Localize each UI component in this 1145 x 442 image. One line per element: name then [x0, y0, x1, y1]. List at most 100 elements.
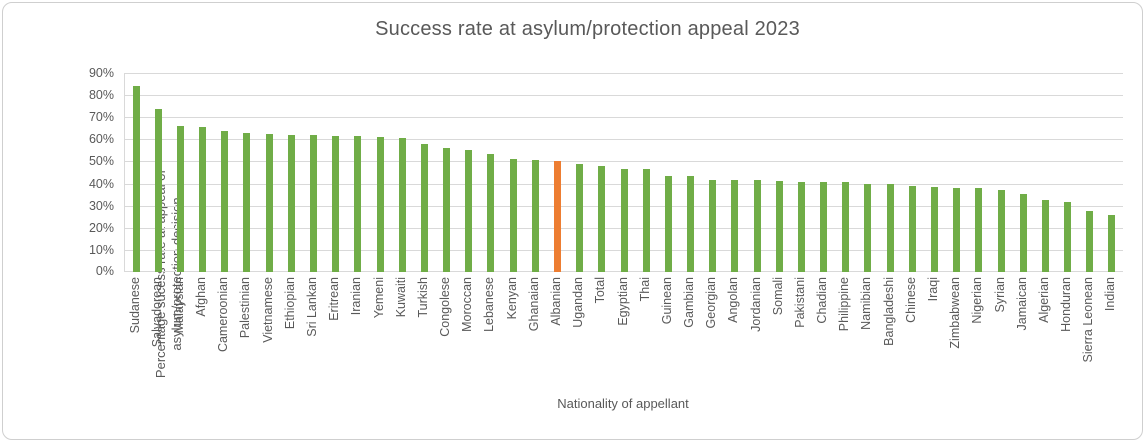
- x-axis-tick-label: Albanian: [548, 277, 563, 326]
- bar-egyptian[interactable]: [620, 169, 628, 272]
- bar-afghan[interactable]: [199, 127, 207, 272]
- x-axis-tick-label: Sudanese: [127, 277, 142, 334]
- y-axis-tick-label: 50%: [88, 154, 114, 168]
- bar-guinean[interactable]: [664, 175, 672, 272]
- bar-philippine[interactable]: [842, 182, 850, 272]
- x-axis-tick-label: Gambian: [682, 277, 697, 328]
- bar-turkish[interactable]: [420, 143, 428, 272]
- x-axis-tick-label: Ethiopian: [282, 277, 297, 330]
- x-axis-tick-label: Pakistani: [792, 277, 807, 328]
- x-axis-tick-label: Chadian: [815, 277, 830, 324]
- gridline: [125, 95, 1123, 96]
- x-axis-tick-label: Philippine: [837, 277, 852, 332]
- bar-iranian[interactable]: [354, 136, 362, 272]
- bar-sudanese[interactable]: [132, 86, 140, 272]
- x-axis-tick-label: Zimbabwean: [948, 277, 963, 349]
- x-axis-tick-label: Iraqi: [925, 277, 940, 302]
- bar-jordanian[interactable]: [753, 180, 761, 272]
- bar-algerian[interactable]: [1041, 200, 1049, 272]
- x-axis-tick-label: Lebanese: [482, 277, 497, 332]
- bar-nigerian[interactable]: [975, 187, 983, 272]
- x-axis-tick-label: Turkish: [415, 277, 430, 318]
- bar-kuwaiti[interactable]: [398, 138, 406, 272]
- y-axis-tick-label: 80%: [88, 88, 114, 102]
- bar-total[interactable]: [598, 165, 606, 272]
- x-axis-tick-label: Ghanaian: [526, 277, 541, 332]
- bar-kenyan[interactable]: [509, 159, 517, 272]
- bar-congolese[interactable]: [443, 148, 451, 272]
- x-axis-tick-label: Jordanian: [748, 277, 763, 332]
- x-axis-title: Nationality of appellant: [557, 396, 689, 411]
- bar-iraqi[interactable]: [930, 186, 938, 272]
- x-axis-tick-label: Georgian: [704, 277, 719, 329]
- x-axis-tick-label: Vietnamese: [260, 277, 275, 343]
- y-axis-tick-label: 10%: [88, 243, 114, 257]
- bar-pakistani[interactable]: [797, 182, 805, 272]
- bar-yemeni[interactable]: [376, 137, 384, 272]
- gridline: [125, 161, 1123, 162]
- bar-bangladeshi[interactable]: [886, 183, 894, 272]
- bar-sri-lankan[interactable]: [310, 134, 317, 272]
- x-axis-tick-label: Ugandan: [571, 277, 586, 328]
- bar-zimbabwean[interactable]: [953, 187, 961, 272]
- x-axis-tick-label: Yemeni: [371, 277, 386, 319]
- bar-palestinian[interactable]: [243, 132, 251, 272]
- bar-moroccan[interactable]: [465, 150, 473, 272]
- x-axis-tick-label: Namibian: [859, 277, 874, 330]
- bar-jamaican[interactable]: [1019, 193, 1027, 272]
- x-axis-tick-label: Moroccan: [460, 277, 475, 332]
- y-axis-tick-label: 0%: [95, 264, 114, 278]
- y-axis-tick-label: 20%: [88, 221, 114, 235]
- bar-salvadorean[interactable]: [154, 109, 162, 272]
- bar-angolan[interactable]: [731, 180, 739, 272]
- bar-ethiopian[interactable]: [287, 134, 295, 272]
- chart-title: Success rate at asylum/protection appeal…: [375, 18, 800, 40]
- bar-vietnamese[interactable]: [265, 133, 273, 272]
- bar-ugandan[interactable]: [576, 163, 584, 272]
- x-axis-tick-label: Kenyan: [504, 277, 519, 320]
- x-axis-tick-label: Somali: [770, 277, 785, 316]
- x-axis-tick-label: Algerian: [1036, 277, 1051, 323]
- bar-gambian[interactable]: [687, 175, 695, 272]
- bar-somali[interactable]: [775, 181, 783, 272]
- x-axis-tick-label: Kuwaiti: [393, 277, 408, 318]
- bar-indian[interactable]: [1108, 214, 1116, 272]
- x-axis-tick-label: Total: [593, 277, 608, 304]
- bar-thai[interactable]: [642, 169, 650, 272]
- y-axis-tick-label: 90%: [88, 66, 114, 80]
- bar-malaysian[interactable]: [176, 126, 184, 272]
- bar-albanian[interactable]: [553, 161, 561, 272]
- x-axis-tick-label: Honduran: [1059, 277, 1074, 332]
- x-axis-tick-label: Salvadorean: [149, 277, 164, 348]
- x-axis-tick-label: Cameroonian: [216, 277, 231, 353]
- x-axis-tick-label: Chinese: [903, 277, 918, 323]
- gridline: [125, 117, 1123, 118]
- bar-ghanaian[interactable]: [531, 160, 539, 272]
- y-axis-tick-label: 30%: [88, 199, 114, 213]
- bar-chadian[interactable]: [820, 182, 828, 272]
- bar-lebanese[interactable]: [487, 153, 495, 272]
- gridline: [125, 139, 1123, 140]
- x-axis-tick-label: Jamaican: [1014, 277, 1029, 331]
- x-axis-tick-label: Nigerian: [970, 277, 985, 324]
- x-axis-tick-label: Malaysian: [171, 277, 186, 334]
- bar-sierra-leonean[interactable]: [1086, 211, 1094, 272]
- x-axis-tick-label: Iranian: [349, 277, 364, 316]
- bar-chinese[interactable]: [908, 185, 916, 272]
- bar-syrian[interactable]: [997, 190, 1005, 272]
- y-axis-tick-label: 60%: [88, 132, 114, 146]
- bar-cameroonian[interactable]: [221, 130, 229, 272]
- bar-georgian[interactable]: [709, 180, 717, 272]
- x-axis-tick-label: Angolan: [726, 277, 741, 323]
- x-axis-tick-label: Eritrean: [327, 277, 342, 321]
- x-axis-tick-label: Congolese: [438, 277, 453, 337]
- x-axis-tick-label: Thai: [637, 277, 652, 302]
- bar-eritrean[interactable]: [332, 136, 340, 272]
- y-axis-tick-label: 40%: [88, 177, 114, 191]
- x-axis-tick-label: Syrian: [992, 277, 1007, 313]
- gridline: [125, 73, 1123, 74]
- bar-honduran[interactable]: [1064, 202, 1072, 272]
- x-axis-tick-label: Sierra Leonean: [1081, 277, 1096, 363]
- bar-namibian[interactable]: [864, 183, 872, 272]
